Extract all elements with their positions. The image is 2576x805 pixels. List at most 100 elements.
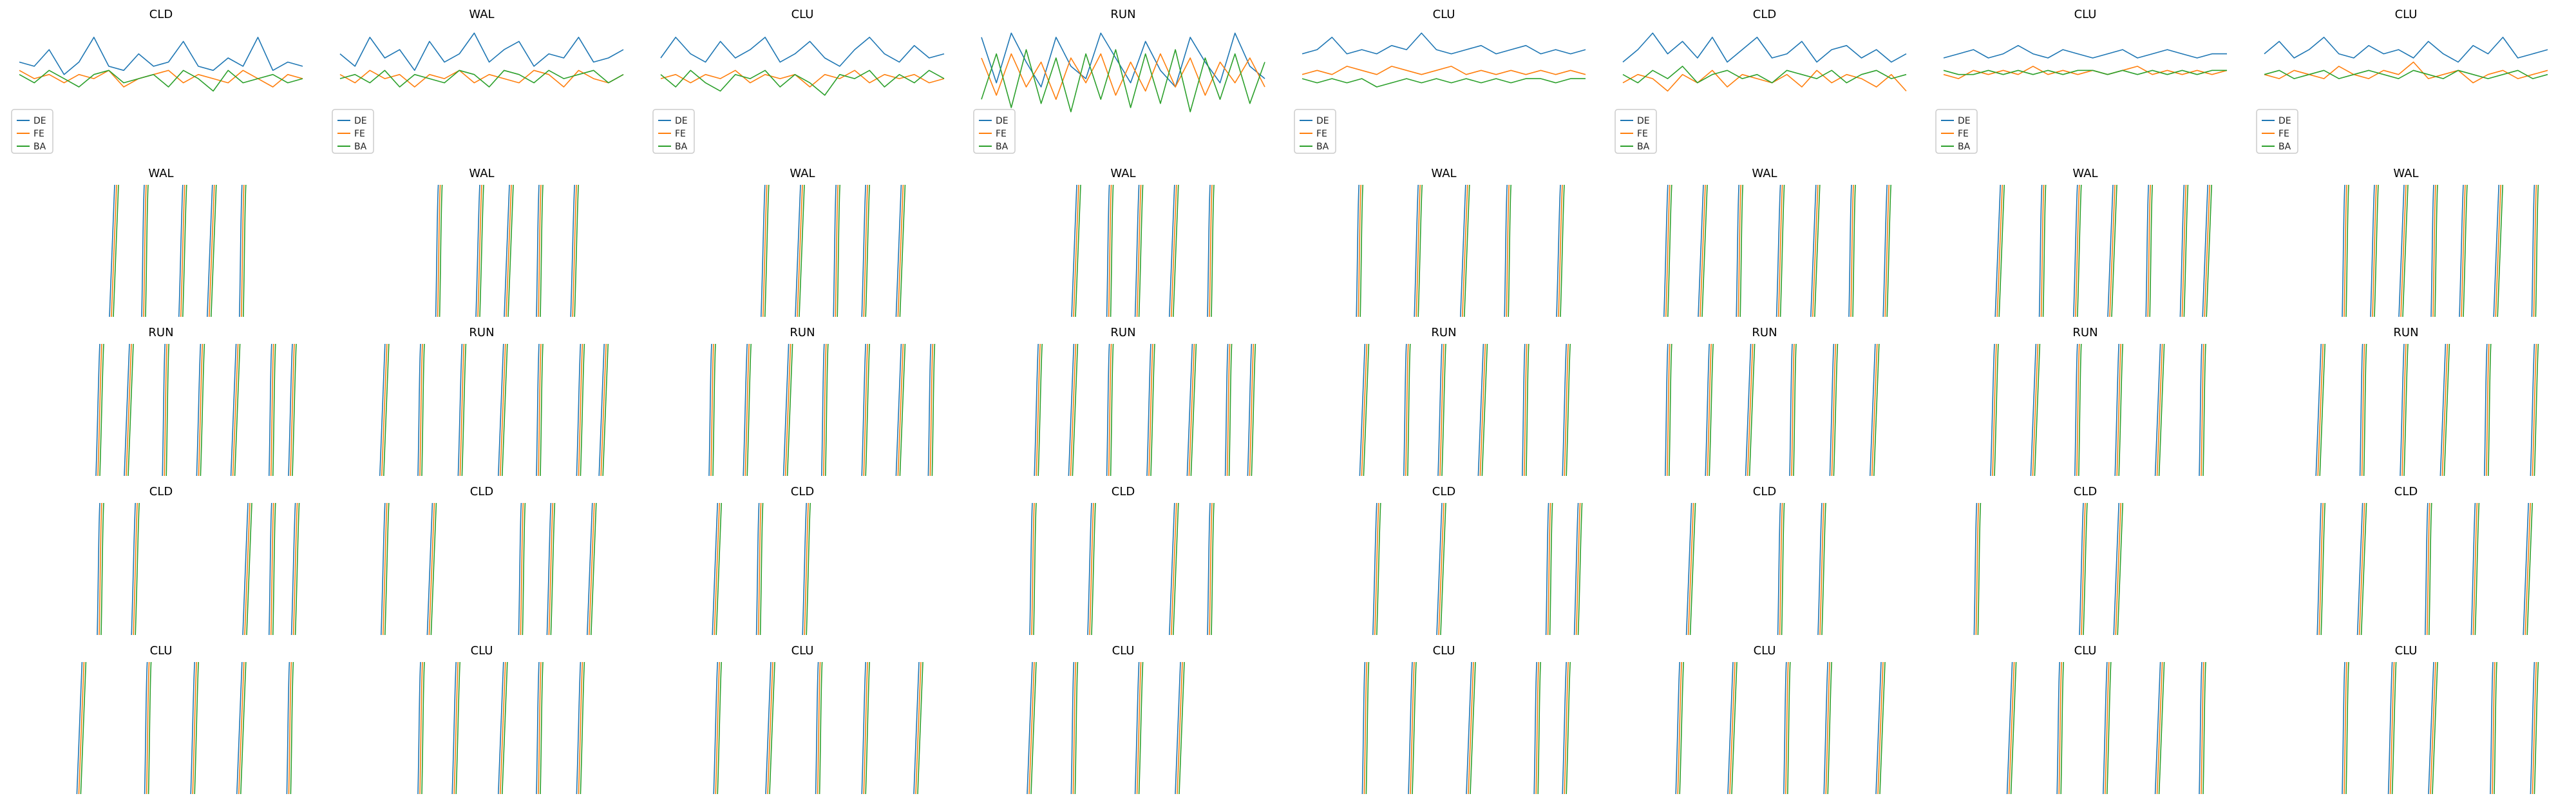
series-line-de: [1776, 184, 1781, 317]
series-line-de: [1134, 184, 1140, 317]
series-line-de: [2370, 184, 2375, 317]
series-line-fe: [578, 343, 583, 477]
series-line-fe: [1535, 661, 1539, 795]
legend-label-de: DE: [675, 116, 688, 126]
series-line-ba: [1779, 184, 1785, 317]
panel: CLU DE FE BA: [1294, 8, 1586, 154]
series-line-fe: [767, 661, 773, 795]
series-line-de: [815, 661, 819, 795]
series-line-fe: [538, 661, 542, 795]
series-line-fe: [1177, 661, 1183, 795]
panel: CLU: [417, 644, 585, 795]
series-line-ba: [2488, 343, 2492, 477]
series-line-fe: [506, 184, 512, 317]
series-line-ba: [712, 343, 716, 477]
series-line-ba: [1709, 343, 1714, 477]
series-line-fe: [419, 343, 423, 477]
series-line-fe: [180, 184, 185, 317]
series-line-ba: [2077, 184, 2082, 317]
series-line-fe: [1249, 343, 1255, 477]
panel: CLD: [1685, 485, 1826, 636]
series-line-ba: [1998, 184, 2005, 317]
series-line-de: [536, 661, 540, 795]
series-line-ba: [1748, 343, 1756, 477]
series-line-fe: [209, 184, 215, 317]
panel-title: CLU: [2395, 8, 2418, 21]
series-line-de: [660, 37, 945, 67]
series-line-fe: [1072, 661, 1077, 795]
series-line-fe: [2105, 661, 2110, 795]
series-line-de: [131, 502, 136, 636]
series-line-ba: [1091, 502, 1096, 636]
panel-title: RUN: [2393, 326, 2418, 339]
series-line-de: [162, 343, 166, 477]
series-line-fe: [660, 70, 945, 88]
series-line-fe: [2076, 343, 2080, 477]
panel: CLD: [1029, 485, 1215, 636]
series-line-fe: [2201, 343, 2204, 477]
series-line-fe: [2532, 661, 2537, 795]
series-line-fe: [500, 343, 506, 477]
series-line-fe: [2495, 184, 2501, 317]
series-line-de: [1207, 502, 1211, 636]
series-line-fe: [2116, 343, 2121, 477]
series-line-ba: [917, 661, 923, 795]
series-line-de: [1622, 32, 1907, 63]
legend: DE FE BA: [332, 109, 374, 154]
legend-label-ba: BA: [675, 142, 688, 152]
series-line-fe: [1996, 184, 2003, 317]
series-line-ba: [1173, 502, 1179, 636]
series-line-ba: [580, 343, 585, 477]
series-line-ba: [899, 184, 906, 317]
series-line-de: [1414, 184, 1419, 317]
panel-title: CLU: [2074, 8, 2097, 21]
series-line-ba: [2533, 661, 2539, 795]
series-line-ba: [1138, 184, 1144, 317]
series-line-ba: [1560, 184, 1565, 317]
series-line-fe: [1665, 184, 1671, 317]
series-line-ba: [1701, 184, 1708, 317]
series-line-fe: [2461, 184, 2466, 317]
series-line-fe: [915, 661, 922, 795]
series-line-de: [1169, 184, 1175, 317]
panel: WAL: [2342, 167, 2539, 317]
series-line-de: [1817, 502, 1823, 636]
series-line-fe: [520, 502, 524, 636]
series-line-ba: [507, 184, 514, 317]
series-line-fe: [1622, 70, 1907, 92]
series-line-ba: [540, 661, 544, 795]
series-line-de: [1361, 661, 1366, 795]
series-line-ba: [2360, 502, 2367, 636]
series-line-ba: [2434, 184, 2438, 317]
panel-title: RUN: [1752, 326, 1777, 339]
panel-title: WAL: [469, 167, 494, 180]
series-line-de: [1810, 184, 1817, 317]
series-line-fe: [715, 661, 720, 795]
series-line-fe: [1188, 343, 1195, 477]
series-line-fe: [548, 502, 554, 636]
series-line-de: [895, 343, 902, 477]
series-line-ba: [2158, 661, 2165, 795]
series-line-ba: [421, 343, 425, 477]
legend: DE FE BA: [652, 109, 695, 154]
series-line-ba: [1110, 184, 1114, 317]
series-line-ba: [1359, 184, 1363, 317]
panel-title: RUN: [148, 326, 173, 339]
series-line-ba: [2117, 502, 2123, 636]
series-line-de: [2079, 502, 2084, 636]
series-line-ba: [384, 502, 390, 636]
series-line-de: [2202, 184, 2208, 317]
series-line-fe: [1877, 661, 1884, 795]
series-line-ba: [1879, 661, 1886, 795]
series-line-fe: [2389, 661, 2395, 795]
series-line-ba: [1679, 661, 1684, 795]
panel: CLU: [2006, 644, 2206, 795]
series-line-de: [518, 502, 522, 636]
series-line-ba: [1030, 661, 1037, 795]
series-line-de: [417, 661, 421, 795]
series-line-de: [1562, 343, 1567, 477]
panel-title: CLD: [1753, 485, 1776, 498]
series-line-ba: [1072, 343, 1079, 477]
series-line-fe: [1524, 343, 1528, 477]
series-line-de: [435, 184, 439, 317]
